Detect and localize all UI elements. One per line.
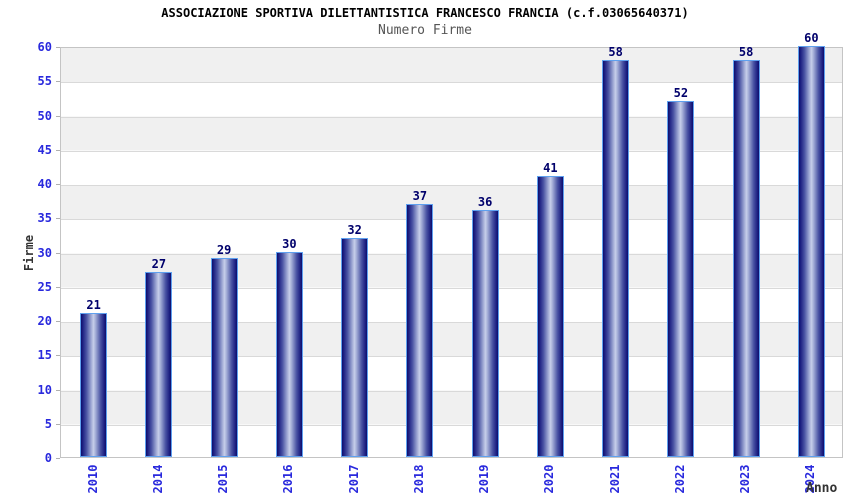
y-tick-label: 50 (37, 108, 52, 123)
grid-line (61, 356, 842, 358)
y-tick-label: 10 (37, 382, 52, 397)
y-tick-mark (56, 47, 60, 48)
x-tick-label: 2010 (85, 464, 100, 494)
y-tick-label: 45 (37, 142, 52, 157)
grid-line (61, 116, 842, 118)
x-tick-label: 2023 (738, 464, 753, 494)
bar (341, 237, 369, 457)
bar (667, 100, 695, 457)
bar-value-label: 21 (86, 298, 101, 313)
grid-line (61, 322, 842, 323)
y-tick-label: 15 (37, 348, 52, 363)
y-tick-label: 60 (37, 40, 52, 54)
y-tick-label: 5 (44, 416, 52, 431)
x-tick-label: 2017 (346, 464, 361, 494)
x-tick-label: 2021 (607, 464, 622, 494)
bar-value-label: 27 (151, 257, 167, 272)
bar-value-label: 60 (804, 31, 819, 45)
x-tick-label: 2016 (281, 464, 296, 494)
bar-value-label: 58 (608, 44, 623, 59)
bar (80, 313, 108, 457)
y-tick-label: 40 (37, 177, 52, 191)
bar (602, 59, 630, 457)
y-tick-mark (56, 458, 60, 459)
bar-value-label: 58 (738, 44, 754, 59)
y-tick-mark (56, 389, 60, 391)
bar (210, 258, 238, 457)
y-tick-mark (56, 218, 60, 220)
chart-title: ASSOCIAZIONE SPORTIVA DILETTANTISTICA FR… (161, 6, 689, 20)
bar (275, 251, 303, 457)
x-tick-label: 2015 (216, 464, 231, 494)
plot-area: 21 27 29 30 32 37 36 41 58 52 58 60 (60, 31, 843, 458)
y-tick-label: 20 (37, 314, 52, 328)
bar (797, 46, 825, 457)
grid-line (61, 185, 842, 186)
grid-line (61, 150, 842, 152)
x-tick-label: 2022 (672, 464, 687, 494)
y-tick-mark (56, 252, 60, 254)
y-tick-label: 35 (37, 211, 52, 226)
x-tick-label: 2018 (411, 464, 426, 494)
grid-line (61, 253, 842, 255)
bar-value-label: 30 (282, 236, 297, 251)
chart-subtitle: Numero Firme (378, 23, 472, 38)
bar (145, 272, 173, 457)
grid-line (61, 287, 842, 289)
y-tick-mark (56, 286, 60, 288)
bar-value-label: 37 (412, 188, 428, 203)
bar-value-label: 32 (347, 222, 362, 237)
y-tick-label: 30 (37, 245, 52, 260)
bar-value-label: 29 (216, 243, 232, 258)
x-axis-title: Anno (806, 481, 838, 496)
bar (471, 210, 499, 457)
bar-value-label: 41 (543, 161, 558, 176)
y-tick-label: 0 (44, 451, 52, 465)
y-tick-mark (56, 184, 60, 185)
grid-line (61, 424, 842, 426)
y-tick-mark (56, 355, 60, 357)
bar-value-label: 36 (477, 195, 493, 210)
y-tick-mark (56, 423, 60, 425)
bar (406, 203, 434, 457)
x-tick-label: 2020 (542, 464, 557, 494)
grid-line (61, 219, 842, 221)
bar (732, 59, 760, 457)
bar-value-label: 52 (673, 85, 689, 100)
y-tick-mark (56, 81, 60, 83)
y-tick-label: 55 (37, 74, 52, 89)
y-tick-mark (56, 115, 60, 117)
x-tick-label: 2014 (150, 464, 165, 494)
y-tick-mark (56, 149, 60, 151)
x-tick-label: 2019 (477, 464, 492, 494)
bar (536, 176, 564, 457)
y-tick-mark (56, 321, 60, 322)
grid-line (61, 390, 842, 392)
grid-line (61, 82, 842, 84)
y-tick-label: 25 (37, 279, 52, 294)
